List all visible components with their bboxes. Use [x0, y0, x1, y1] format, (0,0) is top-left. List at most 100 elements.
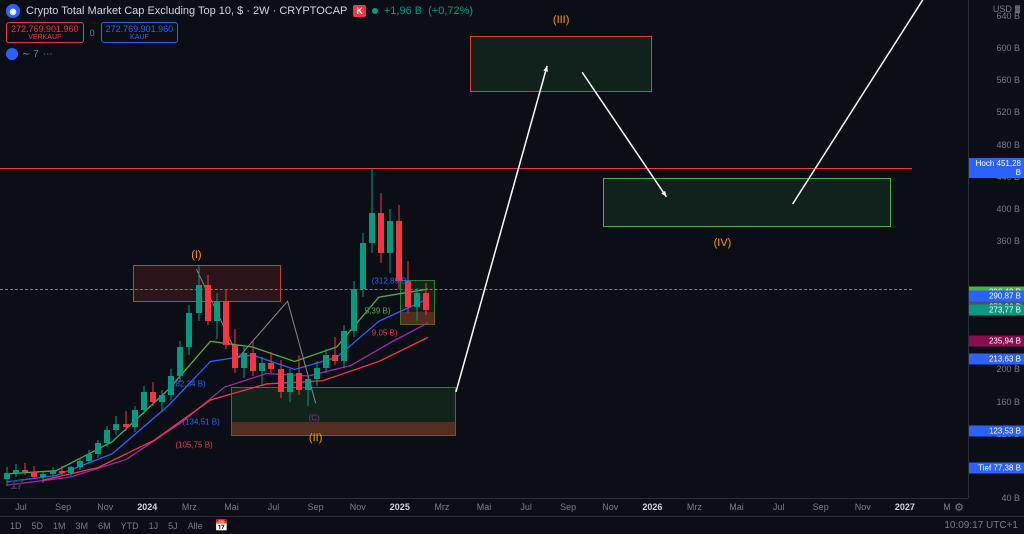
- candle: [378, 193, 384, 264]
- candle: [86, 450, 92, 464]
- x-tick: Nov: [602, 502, 618, 512]
- candle: [95, 440, 101, 458]
- timeframe-5J[interactable]: 5J: [164, 519, 182, 533]
- timeframe-Alle[interactable]: Alle: [184, 519, 207, 533]
- y-tick: 360 B: [996, 236, 1020, 246]
- y-tick: 520 B: [996, 107, 1020, 117]
- chart-title: Crypto Total Market Cap Excluding Top 10…: [26, 5, 347, 17]
- candle: [132, 406, 138, 433]
- timeframe-YTD[interactable]: YTD: [117, 519, 143, 533]
- time-axis[interactable]: JulSepNov2024MrzMaiJulSepNov2025MrzMaiJu…: [0, 498, 968, 516]
- price-zone[interactable]: [470, 36, 652, 92]
- candle: [232, 329, 238, 373]
- y-tick: 480 B: [996, 140, 1020, 150]
- axis-settings-icon[interactable]: ⚙: [954, 501, 964, 514]
- price-zone[interactable]: [603, 178, 891, 226]
- y-tick: 40 B: [1001, 493, 1020, 503]
- x-tick: Mrz: [182, 502, 197, 512]
- x-tick: Sep: [813, 502, 829, 512]
- sell-badge[interactable]: 272.769.901.960 VERKAUF: [6, 22, 84, 43]
- buy-label: KAUF: [106, 34, 174, 41]
- price-label: (C): [309, 413, 320, 422]
- visibility-toggle-icon[interactable]: [6, 48, 18, 60]
- x-tick: Sep: [308, 502, 324, 512]
- x-tick: Mai: [477, 502, 492, 512]
- buy-badge[interactable]: 272.769.901.960 KAUF: [101, 22, 179, 43]
- clock: 10:09:17 UTC+1: [944, 520, 1018, 531]
- wave-label[interactable]: (II): [309, 432, 322, 444]
- y-tick: 200 B: [996, 364, 1020, 374]
- candle: [196, 265, 202, 321]
- wave-label[interactable]: (I): [191, 249, 201, 261]
- price-tag: Tief 77,38 B: [969, 462, 1024, 473]
- x-tick: Nov: [97, 502, 113, 512]
- timeframe-1M[interactable]: 1M: [49, 519, 70, 533]
- change-pct: (+0,72%): [428, 5, 473, 17]
- candle: [186, 305, 192, 355]
- candle: [268, 352, 274, 374]
- timeframe-6M[interactable]: 6M: [94, 519, 115, 533]
- indicator-count[interactable]: ∼ 7: [22, 49, 39, 60]
- candle: [405, 261, 411, 313]
- candle: [77, 458, 83, 470]
- horizontal-line[interactable]: [0, 168, 912, 169]
- tradingview-logo: 17: [10, 477, 22, 492]
- price-label: 5,39 B): [365, 306, 391, 315]
- y-tick: 400 B: [996, 204, 1020, 214]
- candle: [159, 390, 165, 412]
- calendar-icon[interactable]: 📅: [215, 519, 229, 532]
- price-label: (105,75 B): [175, 440, 212, 449]
- x-tick: Mai: [729, 502, 744, 512]
- candle: [59, 466, 65, 475]
- symbol-icon: ◉: [6, 4, 20, 18]
- x-tick: Jul: [15, 502, 27, 512]
- x-tick: Mrz: [434, 502, 449, 512]
- candle: [250, 341, 256, 376]
- timeframe-1D[interactable]: 1D: [6, 519, 26, 533]
- price-tag: 123,53 B: [969, 425, 1024, 436]
- candle: [369, 168, 375, 253]
- y-tick: 160 B: [996, 397, 1020, 407]
- spread-o: 0: [90, 28, 95, 38]
- candle: [332, 337, 338, 365]
- gear-icon[interactable]: ⋯: [43, 49, 53, 60]
- candle: [423, 283, 429, 315]
- x-tick: Sep: [55, 502, 71, 512]
- candle: [68, 466, 74, 476]
- price-tag: 213,63 B: [969, 353, 1024, 364]
- candle: [414, 288, 420, 322]
- timeframe-5D[interactable]: 5D: [28, 519, 48, 533]
- price-label: (312,89 B): [372, 277, 409, 286]
- candle: [104, 426, 110, 448]
- price-label: (134,51 B): [182, 417, 219, 426]
- x-tick: Mrz: [687, 502, 702, 512]
- candle: [305, 374, 311, 406]
- candle: [150, 382, 156, 406]
- price-label: 9,05 B): [372, 329, 398, 338]
- x-tick: Nov: [855, 502, 871, 512]
- y-tick: 600 B: [996, 43, 1020, 53]
- candle: [387, 209, 393, 273]
- candle: [323, 349, 329, 373]
- x-tick: 2024: [137, 502, 157, 512]
- x-tick: Sep: [560, 502, 576, 512]
- candle: [214, 293, 220, 339]
- candle: [296, 355, 302, 395]
- candle: [141, 386, 147, 414]
- timeframe-1J[interactable]: 1J: [145, 519, 163, 533]
- price-tag: 273,77 B: [969, 305, 1024, 316]
- candle: [314, 361, 320, 385]
- timeframe-group: 1D5D1M3M6MYTD1J5JAlle: [6, 519, 207, 533]
- change-value: +1,96 B: [384, 5, 422, 17]
- timeframe-3M[interactable]: 3M: [72, 519, 93, 533]
- candle: [278, 360, 284, 398]
- price-axis[interactable]: USD ▓ 40 B80 B120 B160 B200 B360 B400 B4…: [968, 0, 1024, 498]
- candle: [205, 275, 211, 326]
- price-zone[interactable]: [231, 422, 455, 436]
- price-tag: Hoch 451,28 B: [969, 158, 1024, 178]
- chart-plot-area[interactable]: (I)(II)(III)(IV)(182,34 B)(134,51 B)(105…: [0, 0, 968, 498]
- status-dot: [372, 8, 378, 14]
- wave-label[interactable]: (IV): [714, 237, 732, 249]
- candle: [113, 416, 119, 435]
- candle: [259, 357, 265, 385]
